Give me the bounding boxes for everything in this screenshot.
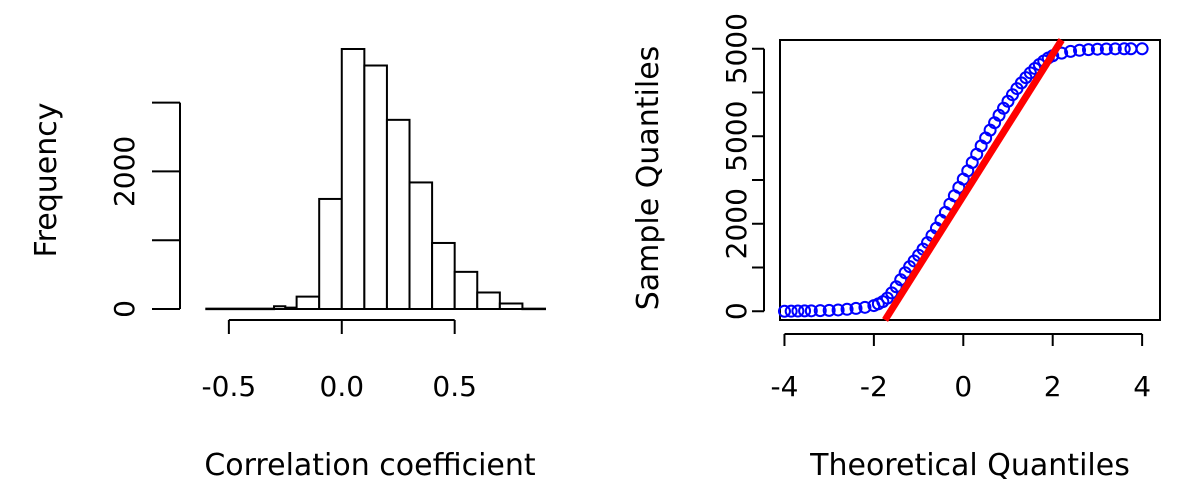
qq-point [1108,42,1122,56]
histogram-bar [498,302,524,310]
histogram-y-axis: 0 2000 [108,101,181,318]
histogram-bars [205,48,547,311]
qq-point [798,304,812,318]
histogram-y-tick-label: 0 [108,300,141,318]
qq-point [849,301,863,315]
histogram-bar [385,118,411,310]
histogram-x-axis: -0.5 0.0 0.5 [202,319,477,403]
qq-x-tick-label: -2 [860,370,888,403]
qq-point [1090,42,1104,56]
histogram-bar [340,48,366,310]
histogram-bar [205,307,276,311]
qq-plot-box [779,39,1161,321]
histogram-x-tick-label: -0.5 [202,370,257,403]
histogram-bar [363,64,388,310]
histogram-bar [476,291,501,311]
histogram-x-axis-label: Correlation coefficient [204,448,536,483]
qq-point [804,304,818,318]
qq-x-tick-label: -4 [771,370,799,403]
qq-y-axis-label: Sample Quantiles [631,46,666,311]
qq-x-tick-label: 2 [1044,370,1062,403]
histogram-bar [318,197,343,310]
qq-point [822,303,836,317]
histogram-bar [453,270,479,311]
qq-point [1124,42,1138,56]
histogram-bar [521,307,547,311]
histogram-x-tick-label: 0.0 [320,370,365,403]
histogram-bar [431,241,456,310]
qq-point [1117,42,1131,56]
qq-x-tick-label: 0 [954,370,972,403]
qq-y-axis: 0 2000 5000 5000 [720,13,765,320]
histogram-bar [273,305,287,311]
histogram-x-tick-label: 0.5 [432,370,477,403]
qq-point [840,302,854,316]
qq-reference-line-group [882,38,1065,322]
qq-y-tick-label: 5000 [720,13,753,84]
qq-plot-panel: -4 -2 0 2 4 0 2000 5000 5000 Theoretical Quanti… [631,13,1161,483]
qq-x-axis: -4 -2 0 2 4 [771,333,1151,403]
qq-point [1135,42,1149,56]
qq-point [777,304,791,318]
qq-point [858,300,872,314]
qq-point [791,304,805,318]
histogram-bar [295,295,321,311]
histogram-bar [284,306,298,310]
qq-reference-line [882,38,1065,322]
qq-point [1081,43,1095,57]
qq-point [784,304,798,318]
qq-point [1099,42,1113,56]
qq-x-tick-label: 4 [1133,370,1151,403]
histogram-y-tick-label: 2000 [108,136,141,207]
qq-points [777,42,1149,318]
histogram-panel: -0.5 0.0 0.5 0 2000 Correlation coefficient… [29,48,547,483]
qq-x-axis-label: Theoretical Quantiles [809,448,1130,483]
qq-y-tick-label: 0 [720,302,753,320]
histogram-bar [408,181,434,310]
qq-point [813,304,827,318]
histogram-y-axis-label: Frequency [29,103,64,258]
qq-point [1073,43,1087,57]
qq-y-tick-label: 2000 [720,188,753,259]
qq-point [831,303,845,317]
qq-y-tick-label: 5000 [720,101,753,172]
qq-point [1064,44,1078,58]
